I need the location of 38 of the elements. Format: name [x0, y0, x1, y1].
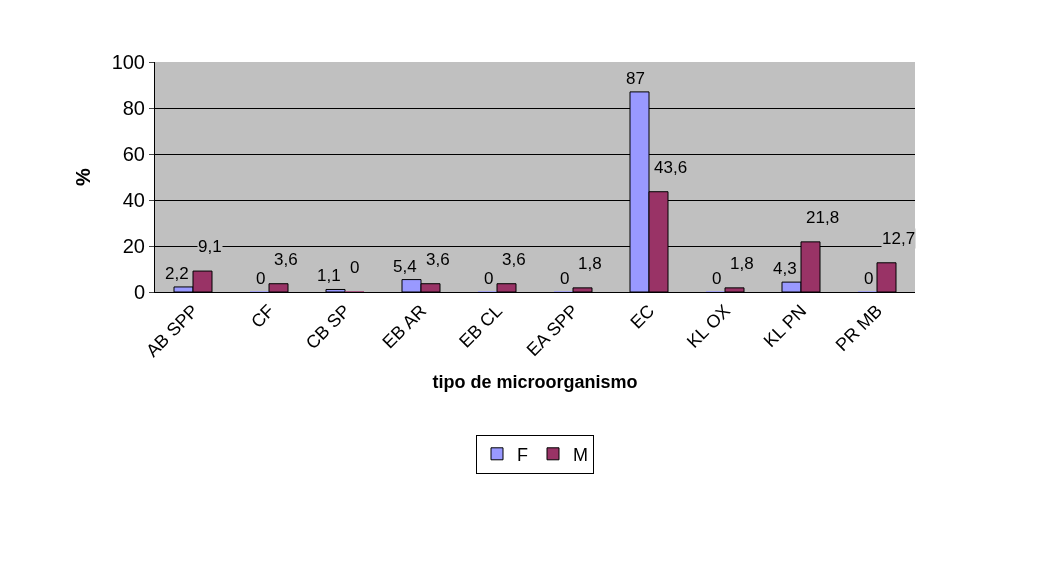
x-tick-label: CB SP — [301, 300, 355, 353]
data-label: 43,6 — [654, 158, 688, 177]
y-axis-title: % — [72, 167, 95, 186]
data-label: 0 — [712, 269, 722, 288]
data-label: 2,2 — [165, 264, 189, 283]
y-tick-label: 40 — [122, 189, 145, 211]
x-tick-label: EB CL — [455, 300, 507, 352]
data-label: 0 — [864, 269, 874, 288]
data-label: 21,8 — [806, 208, 840, 227]
data-label: 1,8 — [730, 254, 754, 273]
y-tick-label: 0 — [133, 281, 145, 303]
data-label: 12,7 — [882, 229, 916, 248]
data-label: 5,4 — [393, 257, 417, 276]
x-tick-label: KL OX — [683, 300, 735, 352]
legend-label: M — [573, 444, 588, 465]
x-tick-label: EB AR — [378, 300, 431, 353]
data-label: 87 — [626, 69, 645, 88]
x-tick-label: KL PN — [759, 300, 811, 352]
x-tick-label: PR MB — [831, 300, 887, 356]
data-label: 3,6 — [502, 250, 526, 269]
y-tick-label: 80 — [122, 97, 145, 119]
data-label: 3,6 — [274, 250, 298, 269]
y-tick-label: 60 — [122, 143, 145, 165]
x-tick-label: CF — [247, 300, 279, 332]
legend-label: F — [517, 444, 528, 465]
data-label: 1,8 — [578, 254, 602, 273]
data-label: 3,6 — [426, 250, 450, 269]
x-axis-title: tipo de microorganismo — [432, 371, 638, 392]
data-label: 9,1 — [198, 237, 222, 256]
y-tick-label: 20 — [122, 235, 145, 257]
data-label: 0 — [484, 269, 494, 288]
data-label: 0 — [560, 269, 570, 288]
data-label: 1,1 — [317, 266, 341, 285]
x-tick-label: EC — [626, 300, 659, 333]
y-tick-label: 100 — [111, 51, 145, 73]
data-label: 4,3 — [773, 259, 797, 278]
data-label: 0 — [256, 269, 266, 288]
data-label: 0 — [350, 258, 360, 277]
